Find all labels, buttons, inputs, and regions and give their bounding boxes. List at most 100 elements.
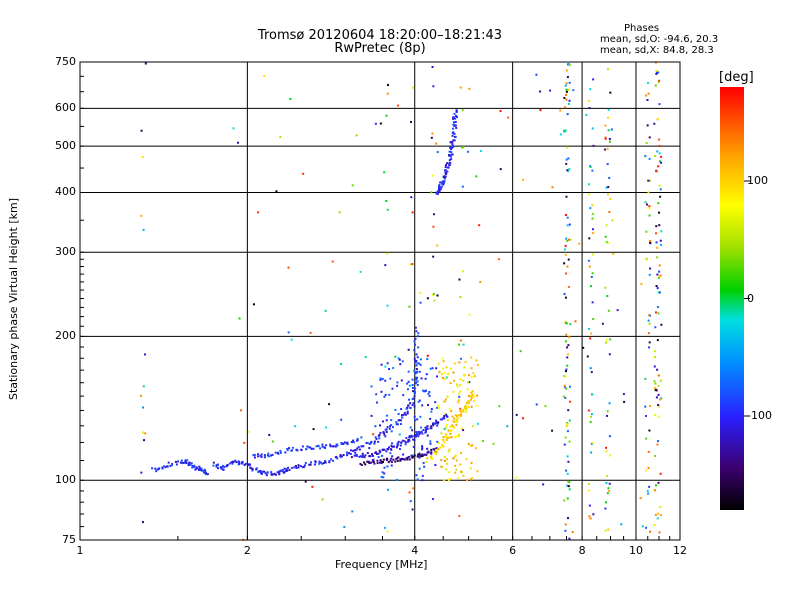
- noise-point: [480, 149, 483, 152]
- noise-point: [386, 252, 389, 255]
- trace-point: [290, 466, 293, 469]
- trace-point: [452, 425, 455, 428]
- noise-point: [421, 445, 424, 448]
- noise-point: [589, 517, 592, 520]
- trace-point: [334, 445, 337, 448]
- trace-point: [276, 451, 279, 454]
- noise-point: [437, 442, 440, 445]
- trace-point: [373, 440, 376, 443]
- noise-point: [423, 390, 426, 393]
- trace-point: [328, 459, 331, 462]
- trace-point: [179, 461, 182, 464]
- noise-point: [376, 401, 379, 404]
- trace-point: [437, 448, 440, 451]
- noise-point: [568, 488, 571, 491]
- trace-point: [401, 439, 404, 442]
- trace-point: [442, 183, 445, 186]
- noise-point: [587, 193, 590, 196]
- trace-point: [418, 456, 421, 459]
- trace-point: [400, 414, 403, 417]
- trace-point: [305, 448, 308, 451]
- noise-point: [455, 459, 458, 462]
- trace-point: [451, 134, 454, 137]
- noise-point: [435, 142, 438, 145]
- noise-point: [564, 129, 567, 132]
- trace-point: [362, 454, 365, 457]
- noise-point: [400, 408, 403, 411]
- noise-point: [462, 270, 465, 273]
- noise-point: [648, 429, 651, 432]
- trace-point: [443, 180, 446, 183]
- trace-point: [446, 435, 449, 438]
- noise-point: [591, 301, 594, 304]
- noise-point: [379, 424, 382, 427]
- noise-point: [563, 499, 566, 502]
- trace-point: [283, 471, 286, 474]
- noise-point: [407, 370, 410, 373]
- noise-point: [144, 353, 147, 356]
- x-tick-label-8: 8: [578, 544, 586, 557]
- noise-point: [658, 152, 661, 155]
- trace-point: [412, 455, 415, 458]
- trace-point: [191, 466, 194, 469]
- noise-point: [446, 372, 449, 375]
- trace-point: [442, 175, 445, 178]
- plot-frame: [79, 61, 681, 541]
- trace-point: [442, 181, 445, 184]
- chart-title-line1: Tromsø 20120604 18:20:00–18:21:43: [257, 28, 503, 43]
- trace-point: [375, 452, 378, 455]
- noise-point: [568, 168, 571, 171]
- noise-point: [653, 489, 656, 492]
- trace-point: [450, 157, 453, 160]
- trace-point: [342, 442, 345, 445]
- trace-point: [470, 395, 473, 398]
- noise-point: [460, 427, 463, 430]
- noise-point: [422, 389, 425, 392]
- noise-point: [566, 497, 569, 500]
- trace-point: [363, 461, 366, 464]
- trace-point: [301, 445, 304, 448]
- trace-point: [426, 451, 429, 454]
- noise-point: [585, 113, 588, 116]
- trace-point: [417, 332, 420, 335]
- trace-point: [353, 441, 356, 444]
- trace-point: [174, 460, 177, 463]
- trace-point: [382, 449, 385, 452]
- noise-point: [591, 127, 594, 130]
- noise-point: [605, 341, 608, 344]
- noise-point: [645, 437, 648, 440]
- noise-point: [564, 396, 567, 399]
- noise-point: [372, 433, 375, 436]
- noise-point: [656, 256, 659, 259]
- trace-point: [396, 442, 399, 445]
- trace-point: [437, 190, 440, 193]
- trace-point: [448, 154, 451, 157]
- trace-point: [395, 446, 398, 449]
- noise-point: [565, 88, 568, 91]
- noise-point: [438, 406, 441, 409]
- trace-point: [403, 411, 406, 414]
- noise-point: [287, 266, 290, 269]
- trace-point: [198, 468, 201, 471]
- trace-point: [293, 466, 296, 469]
- noise-point: [591, 217, 594, 220]
- noise-point: [477, 422, 480, 425]
- trace-point: [448, 159, 451, 162]
- noise-point: [648, 341, 651, 344]
- noise-point: [377, 456, 380, 459]
- noise-point: [436, 244, 439, 247]
- trace-point: [414, 338, 417, 341]
- trace-point: [332, 459, 335, 462]
- noise-point: [452, 390, 455, 393]
- trace-point: [437, 421, 440, 424]
- noise-point: [417, 400, 420, 403]
- noise-point: [566, 517, 569, 520]
- noise-point: [568, 223, 571, 226]
- noise-point: [142, 228, 145, 231]
- trace-point: [324, 461, 327, 464]
- noise-point: [383, 171, 386, 174]
- noise-point: [464, 410, 467, 413]
- noise-point: [587, 99, 590, 102]
- noise-point: [432, 85, 435, 88]
- noise-point: [644, 201, 647, 204]
